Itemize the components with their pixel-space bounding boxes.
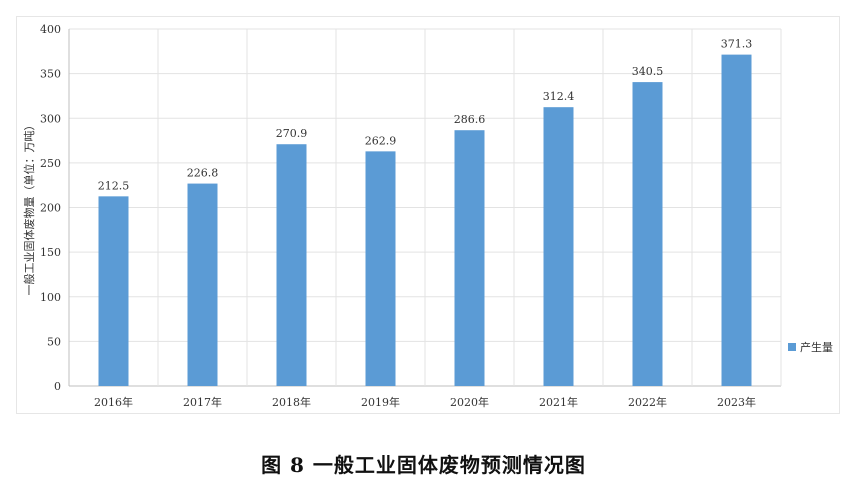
bar-chart: 212.5 226.8 270.9 262.9 286.6 312.4 340.5 371.3…	[22, 23, 833, 409]
chart-frame: 212.5 226.8 270.9 262.9 286.6 312.4 340.5 371.3…	[16, 16, 840, 414]
y-tick-label: 400	[40, 23, 61, 36]
legend-swatch	[788, 343, 796, 351]
bar	[276, 144, 307, 386]
x-tick-label: 2020年	[450, 395, 489, 409]
y-tick-label: 300	[40, 112, 61, 125]
data-label: 270.9	[276, 127, 308, 140]
bar	[454, 130, 485, 386]
data-label: 312.4	[543, 90, 575, 103]
y-tick-label: 250	[40, 157, 61, 170]
bars-layer	[98, 54, 752, 387]
x-tick-label: 2019年	[361, 395, 400, 409]
data-label: 340.5	[632, 65, 664, 78]
y-axis-label: 一般工业固体废物量（单位：万吨）	[22, 120, 36, 296]
y-tick-label: 150	[40, 246, 61, 259]
bar	[98, 196, 129, 386]
y-tick-label: 200	[40, 202, 61, 215]
y-tick-labels: 0 50 100 150 200 250 300 350 400	[40, 23, 61, 393]
data-label: 226.8	[187, 167, 219, 180]
data-label: 262.9	[365, 134, 397, 147]
y-tick-label: 0	[54, 380, 61, 393]
bar	[543, 107, 574, 387]
bar	[365, 151, 396, 386]
bar	[187, 183, 218, 386]
x-tick-label: 2023年	[717, 395, 756, 409]
y-tick-label: 50	[47, 335, 61, 348]
data-label: 212.5	[98, 179, 130, 192]
x-tick-label: 2016年	[94, 395, 133, 409]
x-tick-label: 2017年	[183, 395, 222, 409]
labels-layer: 212.5 226.8 270.9 262.9 286.6 312.4 340.5 371.3	[98, 38, 753, 193]
bar	[721, 54, 752, 387]
data-label: 286.6	[454, 113, 486, 126]
figure-caption: 图 8 一般工业固体废物预测情况图	[261, 453, 586, 477]
bar	[632, 82, 663, 386]
x-tick-label: 2022年	[628, 395, 667, 409]
x-tick-label: 2021年	[539, 395, 578, 409]
grid-layer	[68, 28, 782, 387]
legend-label: 产生量	[800, 340, 833, 354]
y-tick-label: 350	[40, 68, 61, 81]
x-tick-labels: 2016年 2017年 2018年 2019年 2020年 2021年 2022年 2023年	[94, 395, 756, 409]
x-tick-label: 2018年	[272, 395, 311, 409]
y-tick-label: 100	[40, 291, 61, 304]
data-label: 371.3	[721, 38, 753, 51]
legend: 产生量	[788, 340, 833, 354]
